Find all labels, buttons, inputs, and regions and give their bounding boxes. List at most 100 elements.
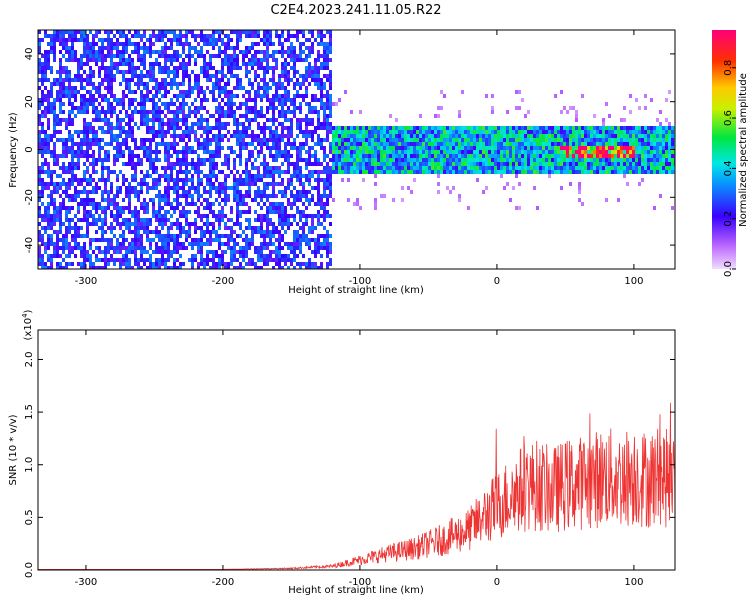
spectrogram-cell <box>101 98 104 102</box>
spectrogram-cell <box>329 122 332 126</box>
spectrogram-cell <box>437 170 440 174</box>
spectrogram-cell <box>539 166 542 170</box>
spectrogram-cell <box>320 38 323 42</box>
spectrogram-cell <box>170 202 173 206</box>
spectrogram-cell <box>473 130 476 134</box>
spectrogram-cell <box>398 138 401 142</box>
spectrogram-cell <box>164 238 167 242</box>
spectrogram-cell <box>440 134 443 138</box>
spectrogram-cell <box>218 86 221 90</box>
spectrogram-cell <box>515 134 518 138</box>
spectrogram-cell <box>326 78 329 82</box>
spectrogram-cell <box>323 94 326 98</box>
spectrogram-cell <box>554 134 557 138</box>
spectrogram-cell <box>527 146 530 150</box>
spectrogram-cell <box>218 266 221 269</box>
spectrogram-cell <box>350 142 353 146</box>
spectrogram-cell <box>212 226 215 230</box>
spectrogram-cell <box>179 178 182 182</box>
spectrogram-cell <box>230 114 233 118</box>
spectrogram-cell <box>194 218 197 222</box>
spectrogram-cell <box>77 90 80 94</box>
spectrogram-cell <box>602 130 605 134</box>
spectrogram-cell <box>92 118 95 122</box>
spectrogram-cell <box>317 86 320 90</box>
spectrogram-cell <box>209 74 212 78</box>
spectrogram-cell <box>308 102 311 106</box>
spectrogram-cell <box>83 70 86 74</box>
spectrogram-cell <box>251 142 254 146</box>
spectrogram-cell <box>581 138 584 142</box>
spectrogram-cell <box>599 146 602 150</box>
spectrogram-cell <box>239 146 242 150</box>
spectrogram-cell <box>185 118 188 122</box>
spectrogram-cell <box>47 246 50 250</box>
spectrogram-cell <box>164 106 167 110</box>
spectrogram-cell <box>428 130 431 134</box>
spectrogram-cell <box>44 106 47 110</box>
spectrogram-cell <box>209 154 212 158</box>
spectrogram-cell <box>179 230 182 234</box>
spectrogram-cell <box>338 150 341 154</box>
spectrogram-cell <box>185 170 188 174</box>
spectrogram-cell <box>176 110 179 114</box>
spectrogram-cell <box>200 246 203 250</box>
spectrogram-cell <box>200 238 203 242</box>
spectrogram-cell <box>101 166 104 170</box>
spectrogram-cell <box>278 206 281 210</box>
spectrogram-cell <box>392 142 395 146</box>
spectrogram-cell <box>179 166 182 170</box>
spectrogram-cell <box>266 262 269 266</box>
spectrogram-cell <box>206 78 209 82</box>
spectrogram-cell <box>131 190 134 194</box>
spectrogram-cell <box>476 146 479 150</box>
spectrogram-cell <box>167 234 170 238</box>
spectrogram-cell <box>305 150 308 154</box>
spectrogram-cell <box>524 146 527 150</box>
spectrogram-cell <box>308 238 311 242</box>
spectrogram-cell <box>389 162 392 166</box>
spectrogram-cell <box>155 102 158 106</box>
spectrogram-cell <box>590 126 593 130</box>
spectrogram-cell <box>209 230 212 234</box>
spectrogram-cell <box>239 34 242 38</box>
spectrogram-cell <box>119 42 122 46</box>
spectrogram-cell <box>443 126 446 130</box>
spectrogram-cell <box>311 134 314 138</box>
spectrogram-cell <box>440 154 443 158</box>
spectrogram-cell <box>62 190 65 194</box>
spectrogram-cell <box>230 38 233 42</box>
spectrogram-cell <box>239 138 242 142</box>
spectrogram-cell <box>263 90 266 94</box>
spectrogram-cell <box>224 54 227 58</box>
spectrogram-cell <box>494 154 497 158</box>
spectrogram-cell <box>527 170 530 174</box>
spectrogram-cell <box>92 138 95 142</box>
spectrogram-cell <box>431 146 434 150</box>
spectrogram-cell <box>68 98 71 102</box>
spectrogram-cell <box>188 82 191 86</box>
spectrogram-cell <box>404 162 407 166</box>
spectrogram-cell <box>107 174 110 178</box>
spectrogram-cell <box>38 130 41 134</box>
spectrogram-cell <box>278 150 281 154</box>
spectrogram-cell <box>275 262 278 266</box>
spectrogram-cell <box>98 250 101 254</box>
spectrogram-cell <box>275 146 278 150</box>
spectrogram-cell <box>155 90 158 94</box>
spectrogram-cell <box>155 146 158 150</box>
spectrogram-cell <box>287 258 290 262</box>
spectrogram-cell <box>134 106 137 110</box>
spectrogram-cell <box>518 182 521 186</box>
spectrogram-cell <box>557 166 560 170</box>
spectrogram-cell <box>479 158 482 162</box>
spectrogram-cell <box>434 114 437 118</box>
spectrogram-cell <box>179 30 182 34</box>
spectrogram-cell <box>212 230 215 234</box>
spectrogram-cell <box>149 74 152 78</box>
spectrogram-cell <box>224 82 227 86</box>
spectrogram-cell <box>245 182 248 186</box>
spectrogram-cell <box>542 150 545 154</box>
spectrogram-cell <box>233 250 236 254</box>
spectrogram-cell <box>167 218 170 222</box>
